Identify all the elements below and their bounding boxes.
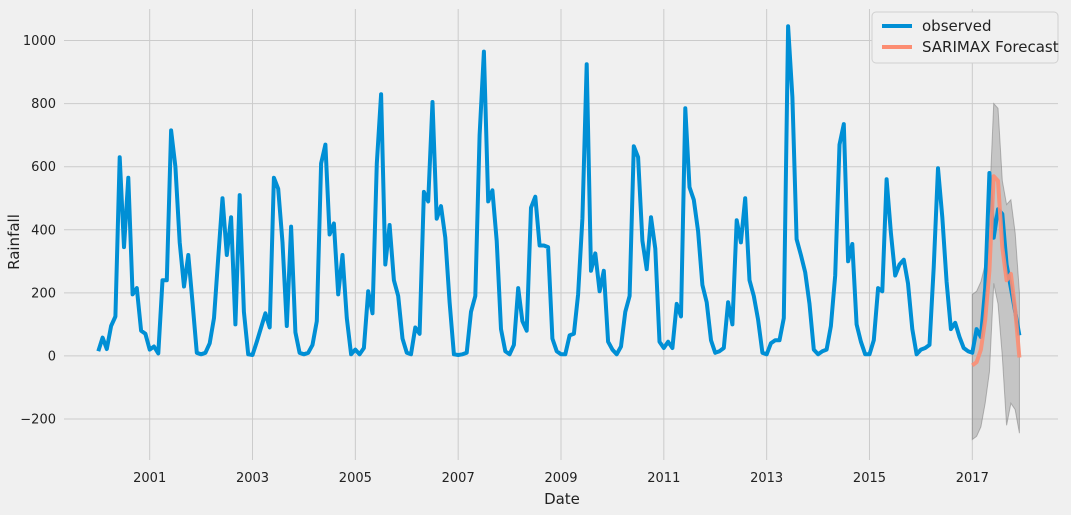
grid-lines xyxy=(64,9,1058,460)
y-tick-label: −200 xyxy=(20,413,56,428)
legend-box xyxy=(871,11,1059,64)
x-tick-label: 2005 xyxy=(339,471,372,486)
y-tick-label: 800 xyxy=(31,97,56,112)
legend: observed SARIMAX Forecast xyxy=(871,11,1059,64)
legend-observed-label: observed xyxy=(922,17,992,35)
x-axis-label: Date xyxy=(544,490,580,508)
legend-forecast-label: SARIMAX Forecast xyxy=(922,38,1059,56)
x-tick-label: 2007 xyxy=(442,471,475,486)
sarimax-forecast-line xyxy=(971,174,1022,368)
x-tick-label: 2015 xyxy=(853,471,886,486)
y-tick-label: 600 xyxy=(31,160,56,175)
y-tick-label: 400 xyxy=(31,223,56,238)
forecast-confidence-band xyxy=(971,102,1020,441)
y-axis-label: Rainfall xyxy=(5,214,23,270)
y-tick-label: 0 xyxy=(48,349,56,364)
x-tick-label: 2001 xyxy=(133,471,166,486)
x-tick-label: 2009 xyxy=(544,471,577,486)
y-tick-label: 1000 xyxy=(23,34,56,49)
observed-line xyxy=(96,24,1022,357)
x-tick-label: 2011 xyxy=(647,471,680,486)
confidence-band xyxy=(971,102,1020,441)
x-tick-label: 2013 xyxy=(750,471,783,486)
x-tick-label: 2003 xyxy=(236,471,269,486)
x-tick-label: 2017 xyxy=(956,471,989,486)
y-tick-label: 200 xyxy=(31,286,56,301)
series-lines xyxy=(96,24,1022,368)
tick-labels: −200 0 200 400 600 800 1000 2001 2003 2005 2007 200… xyxy=(20,34,989,486)
